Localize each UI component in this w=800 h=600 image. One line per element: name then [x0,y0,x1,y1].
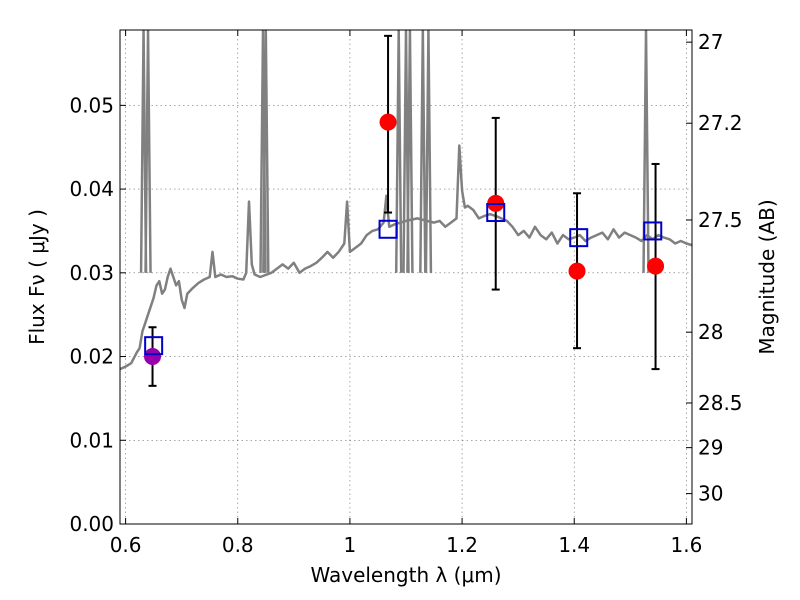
y-tick-label: 0.01 [69,428,114,452]
x-tick-label: 1.4 [558,533,590,557]
grid-layer [120,30,692,524]
y-tick-label: 0.00 [69,512,114,536]
data-point [144,348,162,366]
y-tick-label: 0.02 [69,345,114,369]
right-tick-label: 30 [698,482,723,506]
x-axis-label: Wavelength λ (μm) [310,563,501,587]
emission-line [394,30,403,273]
right-tick-label: 27.5 [698,208,743,232]
model-square [643,221,663,241]
plot-area [120,30,692,371]
model-square [486,203,506,223]
right-tick-label: 29 [698,436,723,460]
plot-frame [119,29,693,525]
series-layer [120,30,692,387]
x-tick-label: 1.2 [446,533,478,557]
model-square [569,228,589,248]
right-tick-label: 27 [698,30,723,54]
emission-line [262,30,270,273]
x-tick-label: 0.6 [110,533,142,557]
y-axis-label: Flux Fν ( μJy ) [25,209,49,345]
x-tick-label: 1 [344,533,357,557]
y-tick-label: 0.03 [69,261,114,285]
emission-line [406,30,414,273]
right-tick-label: 28 [698,320,723,344]
right-tick-label: 27.2 [698,111,743,135]
data-point [568,262,586,280]
model-square [378,219,398,239]
y-tick-label: 0.05 [69,93,114,117]
y-tick-label: 0.04 [69,177,114,201]
spectrum-line [120,144,692,371]
emission-line [419,30,427,273]
ticks-layer: 0.6 0.8 1 1.2 1.4 1.6 0.00 0.01 0.02 0.03 0.04 0.05… [69,30,743,557]
emission-line [144,30,152,273]
emission-line [642,30,650,273]
x-tick-label: 1.6 [670,533,702,557]
emission-line [424,30,433,273]
data-point [647,257,665,275]
right-tick-label: 28.5 [698,391,743,415]
data-point [379,113,397,131]
x-tick-label: 0.8 [222,533,254,557]
right-axis-label: Magnitude (AB) [755,199,779,354]
model-square [144,336,164,356]
